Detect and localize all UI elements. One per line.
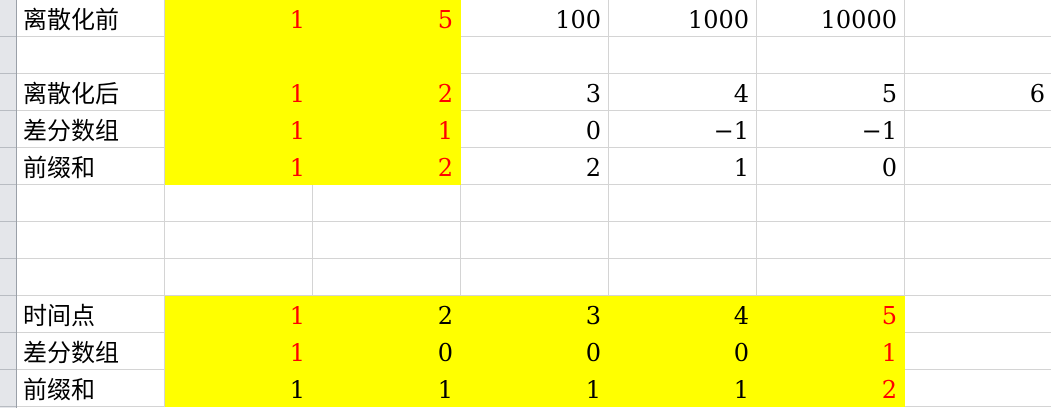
cell[interactable]: 0 [609, 333, 757, 370]
cell[interactable] [757, 185, 905, 222]
cell[interactable] [165, 185, 313, 222]
cell[interactable] [905, 148, 1051, 185]
cell[interactable] [757, 222, 905, 259]
cell[interactable]: 1 [757, 333, 905, 370]
cell[interactable] [461, 222, 609, 259]
row-label-cell[interactable]: 差分数组 [17, 111, 165, 148]
cell[interactable] [905, 259, 1051, 296]
cell[interactable]: 2 [461, 148, 609, 185]
cell[interactable] [609, 222, 757, 259]
cell[interactable]: 1 [609, 370, 757, 407]
cell[interactable] [313, 259, 461, 296]
row-header[interactable] [0, 148, 16, 185]
cell[interactable]: 2 [313, 74, 461, 111]
row-header[interactable] [0, 37, 16, 74]
cell[interactable] [905, 296, 1051, 333]
cell[interactable] [905, 0, 1051, 37]
cell[interactable] [905, 333, 1051, 370]
row-label-cell[interactable]: 离散化前 [17, 0, 165, 37]
cell[interactable]: −1 [609, 111, 757, 148]
cell[interactable] [905, 370, 1051, 407]
cell[interactable] [757, 37, 905, 74]
row-header[interactable] [0, 259, 16, 296]
row-header[interactable] [0, 333, 16, 370]
cell[interactable]: 1 [165, 296, 313, 333]
row-header[interactable] [0, 185, 16, 222]
cell[interactable] [461, 37, 609, 74]
cell[interactable] [313, 222, 461, 259]
cell[interactable] [165, 259, 313, 296]
cell[interactable] [165, 37, 313, 74]
row-label-cell[interactable]: 前缀和 [17, 370, 165, 407]
row-header[interactable] [0, 0, 16, 37]
row-label-cell[interactable] [17, 185, 165, 222]
cell[interactable]: 1 [165, 333, 313, 370]
cell[interactable]: 6 [905, 74, 1051, 111]
cell[interactable] [609, 185, 757, 222]
cell[interactable]: 1 [609, 148, 757, 185]
cell[interactable]: −1 [757, 111, 905, 148]
cell[interactable] [461, 259, 609, 296]
cell[interactable]: 1 [165, 111, 313, 148]
row-label-cell[interactable]: 差分数组 [17, 333, 165, 370]
row-header[interactable] [0, 296, 16, 333]
cell[interactable]: 0 [461, 333, 609, 370]
cell[interactable]: 1 [165, 0, 313, 37]
cell[interactable]: 100 [461, 0, 609, 37]
cell[interactable]: 2 [757, 370, 905, 407]
row-label-cell[interactable] [17, 222, 165, 259]
cell[interactable] [757, 259, 905, 296]
row-label-cell[interactable] [17, 259, 165, 296]
row-label-cell[interactable]: 离散化后 [17, 74, 165, 111]
row-header[interactable] [0, 111, 16, 148]
cell[interactable] [905, 111, 1051, 148]
row-label-cell[interactable]: 时间点 [17, 296, 165, 333]
row-header[interactable] [0, 222, 16, 259]
cell[interactable]: 3 [461, 74, 609, 111]
cell[interactable] [313, 37, 461, 74]
cell[interactable] [609, 37, 757, 74]
cell[interactable] [165, 222, 313, 259]
cell[interactable]: 1 [313, 370, 461, 407]
cell[interactable]: 2 [313, 148, 461, 185]
cell[interactable] [313, 185, 461, 222]
row-header[interactable] [0, 370, 16, 407]
cell[interactable] [609, 259, 757, 296]
cell[interactable]: 10000 [757, 0, 905, 37]
cell[interactable]: 1 [461, 370, 609, 407]
cell[interactable]: 2 [313, 296, 461, 333]
cell[interactable]: 0 [461, 111, 609, 148]
row-header-column[interactable] [0, 0, 17, 408]
cell[interactable]: 1 [165, 148, 313, 185]
row-label-cell[interactable] [17, 37, 165, 74]
row-label-cell[interactable]: 前缀和 [17, 148, 165, 185]
cell[interactable] [461, 185, 609, 222]
cell[interactable]: 1 [313, 111, 461, 148]
cell[interactable]: 0 [313, 333, 461, 370]
cell[interactable]: 5 [757, 74, 905, 111]
cell[interactable]: 1 [165, 370, 313, 407]
cell[interactable]: 0 [757, 148, 905, 185]
cell[interactable]: 5 [757, 296, 905, 333]
cell[interactable]: 3 [461, 296, 609, 333]
cell[interactable]: 4 [609, 296, 757, 333]
cell[interactable]: 5 [313, 0, 461, 37]
cell[interactable]: 1 [165, 74, 313, 111]
cell[interactable]: 4 [609, 74, 757, 111]
cell[interactable] [905, 185, 1051, 222]
cell[interactable] [905, 222, 1051, 259]
cell[interactable] [905, 37, 1051, 74]
cell[interactable]: 1000 [609, 0, 757, 37]
row-header[interactable] [0, 74, 16, 111]
